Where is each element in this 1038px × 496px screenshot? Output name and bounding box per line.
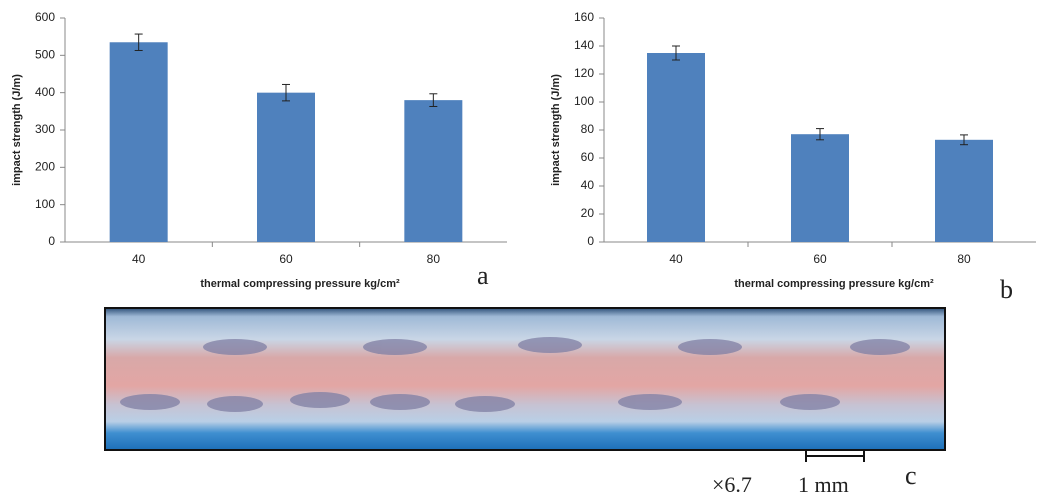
bar [404, 100, 462, 242]
figure: ×6.7 1 mm c 0100200300400500600406080imp… [0, 0, 1038, 496]
scale-bar-label: 1 mm [798, 472, 849, 496]
x-tick-label: 60 [279, 252, 293, 266]
y-tick-label: 160 [574, 10, 594, 24]
x-tick-label: 60 [813, 252, 827, 266]
bar [791, 134, 849, 242]
y-tick-label: 200 [35, 160, 55, 174]
y-axis-title: impact strength (J/m) [11, 74, 23, 186]
y-tick-label: 100 [35, 197, 55, 211]
y-tick-label: 40 [581, 178, 595, 192]
y-tick-label: 400 [35, 85, 55, 99]
bar [935, 140, 993, 242]
panel-label: a [477, 261, 489, 290]
y-tick-label: 100 [574, 94, 594, 108]
x-axis-title: thermal compressing pressure kg/cm² [200, 278, 400, 290]
bar [257, 93, 315, 242]
y-tick-label: 80 [581, 122, 595, 136]
photo [105, 308, 945, 450]
y-tick-label: 120 [574, 66, 594, 80]
x-axis-title: thermal compressing pressure kg/cm² [734, 278, 934, 290]
y-tick-label: 500 [35, 48, 55, 62]
y-axis-title: impact strength (J/m) [550, 74, 562, 186]
y-tick-label: 20 [581, 206, 595, 220]
y-tick-label: 0 [587, 234, 594, 248]
y-tick-label: 600 [35, 10, 55, 24]
x-tick-label: 80 [427, 252, 441, 266]
magnification: ×6.7 [712, 472, 752, 496]
y-tick-label: 60 [581, 150, 595, 164]
panel-label: c [905, 461, 917, 490]
y-tick-label: 0 [48, 234, 55, 248]
x-tick-label: 80 [957, 252, 971, 266]
y-tick-label: 140 [574, 38, 594, 52]
bar [110, 42, 168, 242]
bar [647, 53, 705, 242]
x-tick-label: 40 [132, 252, 146, 266]
y-tick-label: 300 [35, 122, 55, 136]
panel-label: b [1000, 275, 1013, 304]
x-tick-label: 40 [669, 252, 683, 266]
